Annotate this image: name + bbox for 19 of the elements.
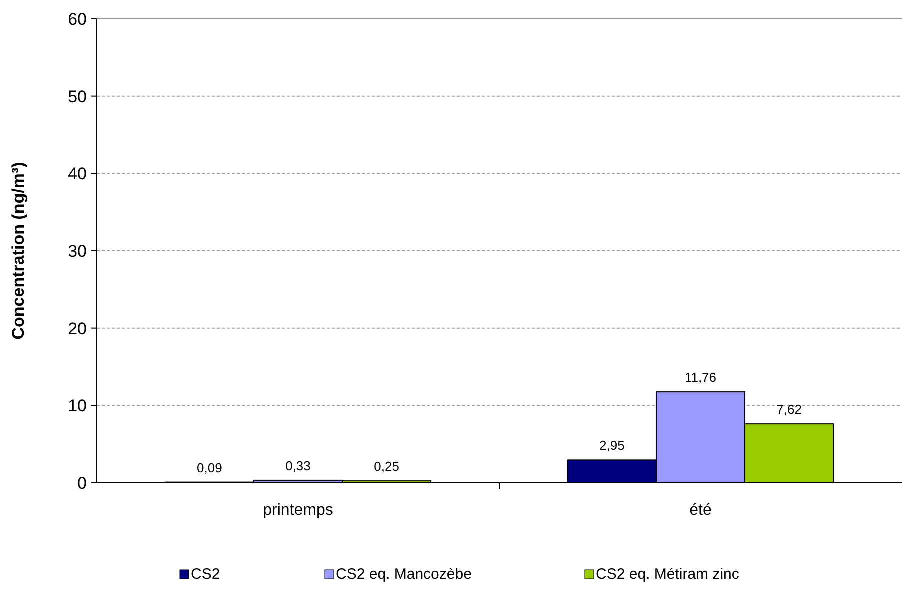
y-axis-title: Concentration (ng/m³)	[9, 162, 28, 340]
data-label: 7,62	[776, 402, 802, 418]
y-tick-label: 0	[78, 474, 87, 493]
legend-label: CS2 eq. Métiram zinc	[596, 566, 740, 583]
data-label: 0,25	[374, 459, 400, 474]
legend-label: CS2	[191, 566, 220, 583]
x-tick-label: printemps	[263, 502, 334, 519]
data-label: 0,09	[197, 460, 222, 476]
y-tick-label: 60	[68, 10, 87, 29]
data-label: 2,95	[600, 438, 625, 454]
y-tick-label: 20	[68, 319, 87, 338]
data-label: 11,76	[684, 370, 717, 386]
data-label: 0,33	[286, 458, 311, 474]
y-tick-label: 40	[68, 164, 87, 184]
x-tick-label: été	[690, 502, 712, 519]
legend-label: CS2 eq. Mancozèbe	[336, 566, 472, 583]
y-tick-label: 50	[68, 87, 87, 106]
y-tick-label: 30	[68, 242, 87, 261]
y-tick-label: 10	[68, 396, 87, 416]
